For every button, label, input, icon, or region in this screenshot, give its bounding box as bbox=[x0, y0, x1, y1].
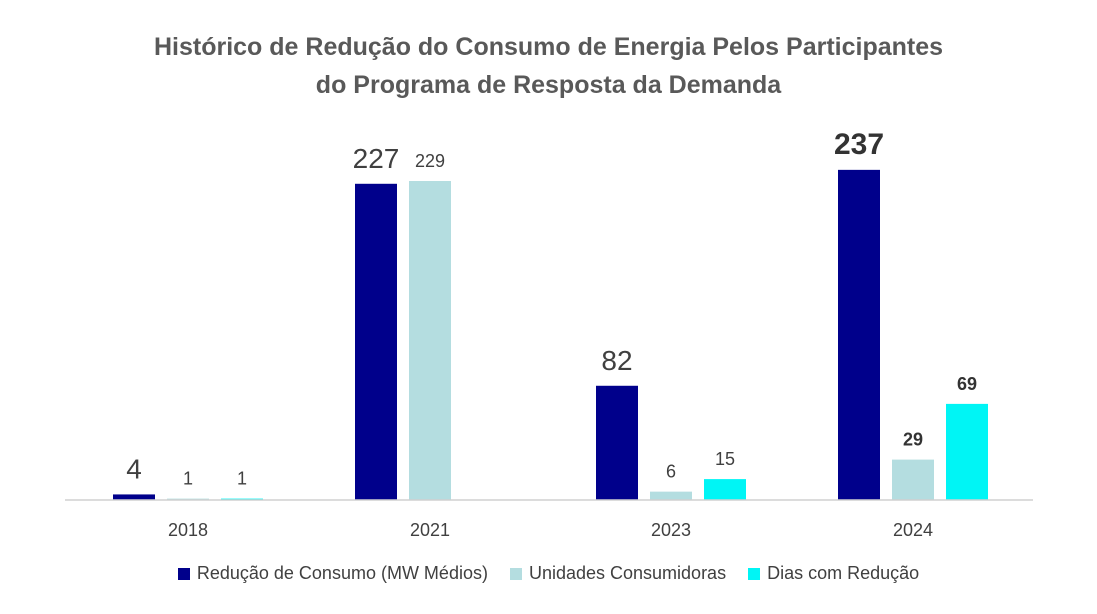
legend-swatch-unidades bbox=[509, 567, 522, 580]
legend: Redução de Consumo (MW Médios) Unidades … bbox=[0, 563, 1097, 584]
bar-2024-series-0 bbox=[838, 169, 880, 500]
data-label-2023-series-0: 82 bbox=[601, 345, 632, 376]
data-label-2024-series-2: 69 bbox=[957, 374, 977, 394]
x-tick-label-2018: 2018 bbox=[168, 520, 208, 540]
chart-title: Histórico de Redução do Consumo de Energ… bbox=[0, 28, 1097, 104]
chart-title-line-1: Histórico de Redução do Consumo de Energ… bbox=[153, 33, 944, 61]
bar-2021-series-1 bbox=[409, 181, 451, 501]
bar-2024-series-1 bbox=[892, 459, 934, 500]
bar-2021-series-0 bbox=[355, 183, 397, 500]
bar-2023-series-0 bbox=[596, 385, 638, 500]
data-label-2018-series-0: 4 bbox=[126, 453, 142, 484]
data-label-2023-series-2: 15 bbox=[715, 449, 735, 469]
data-label-2021-series-1: 229 bbox=[415, 151, 445, 171]
legend-swatch-dias bbox=[748, 567, 761, 580]
chart-title-line-2: do Programa de Resposta da Demanda bbox=[315, 71, 782, 99]
x-tick-label-2021: 2021 bbox=[410, 520, 450, 540]
x-tick-label-2023: 2023 bbox=[651, 520, 691, 540]
data-label-2021-series-0: 227 bbox=[353, 143, 400, 174]
data-label-2023-series-1: 6 bbox=[666, 462, 676, 482]
legend-item-reducao: Redução de Consumo (MW Médios) bbox=[177, 563, 488, 584]
data-label-2024-series-1: 29 bbox=[903, 430, 923, 450]
legend-label-dias: Dias com Redução bbox=[767, 563, 920, 583]
legend-swatch-reducao bbox=[177, 567, 190, 580]
data-label-2018-series-2: 1 bbox=[237, 469, 247, 489]
x-tick-label-2024: 2024 bbox=[893, 520, 933, 540]
legend-item-unidades: Unidades Consumidoras bbox=[509, 563, 727, 584]
bar-2018-series-0 bbox=[113, 494, 155, 500]
bar-2023-series-1 bbox=[650, 491, 692, 500]
legend-label-unidades: Unidades Consumidoras bbox=[528, 563, 727, 583]
bar-2023-series-2 bbox=[704, 479, 746, 500]
legend-item-dias: Dias com Redução bbox=[748, 563, 919, 584]
bar-2024-series-2 bbox=[946, 403, 988, 500]
data-label-2024-series-0: 237 bbox=[834, 128, 884, 161]
legend-label-reducao: Redução de Consumo (MW Médios) bbox=[196, 563, 488, 583]
data-label-2018-series-1: 1 bbox=[183, 469, 193, 489]
